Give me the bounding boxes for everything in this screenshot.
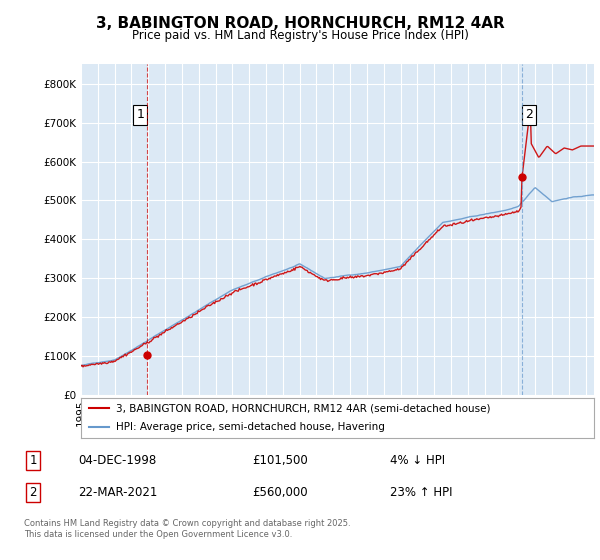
Text: 1: 1 [136, 109, 144, 122]
Text: 3, BABINGTON ROAD, HORNCHURCH, RM12 4AR (semi-detached house): 3, BABINGTON ROAD, HORNCHURCH, RM12 4AR … [116, 404, 490, 413]
Text: Contains HM Land Registry data © Crown copyright and database right 2025.
This d: Contains HM Land Registry data © Crown c… [24, 520, 350, 539]
Text: £560,000: £560,000 [252, 486, 308, 500]
Text: 23% ↑ HPI: 23% ↑ HPI [390, 486, 452, 500]
Text: Price paid vs. HM Land Registry's House Price Index (HPI): Price paid vs. HM Land Registry's House … [131, 29, 469, 42]
Text: 1: 1 [29, 454, 37, 467]
Text: £101,500: £101,500 [252, 454, 308, 467]
Text: 3, BABINGTON ROAD, HORNCHURCH, RM12 4AR: 3, BABINGTON ROAD, HORNCHURCH, RM12 4AR [95, 16, 505, 31]
Text: HPI: Average price, semi-detached house, Havering: HPI: Average price, semi-detached house,… [116, 422, 385, 432]
Text: 22-MAR-2021: 22-MAR-2021 [78, 486, 157, 500]
Text: 4% ↓ HPI: 4% ↓ HPI [390, 454, 445, 467]
Text: 2: 2 [525, 109, 533, 122]
Text: 04-DEC-1998: 04-DEC-1998 [78, 454, 156, 467]
Text: 2: 2 [29, 486, 37, 500]
